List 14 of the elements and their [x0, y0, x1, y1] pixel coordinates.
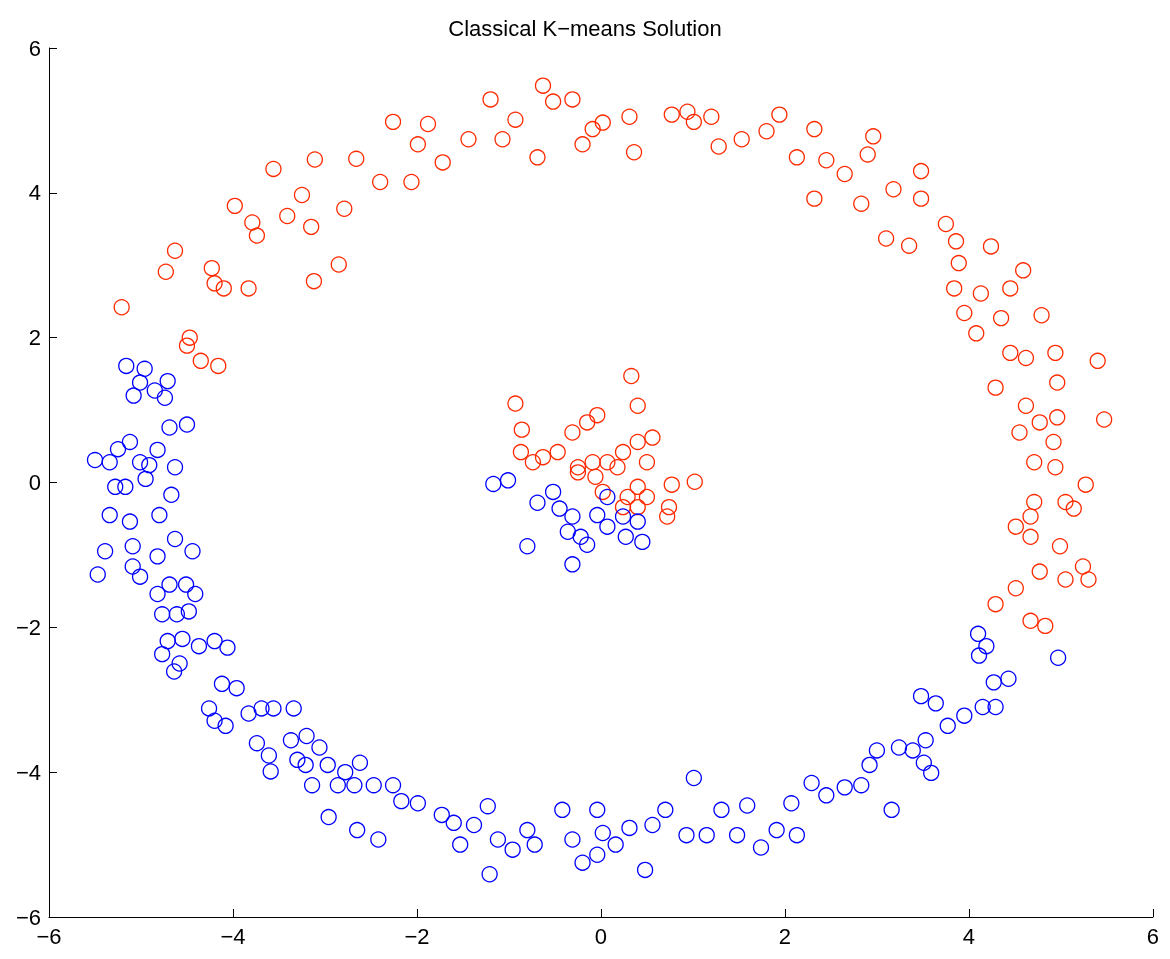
- x-tick-label: 0: [594, 923, 608, 949]
- x-tick-label: −4: [220, 923, 246, 949]
- y-tick-label: 4: [28, 180, 41, 206]
- x-tick-label: 6: [1146, 923, 1160, 949]
- y-tick-label: −6: [15, 904, 41, 930]
- y-tick-label: 6: [28, 35, 41, 61]
- x-tick-label: −2: [404, 923, 430, 949]
- x-tick-label: 2: [778, 923, 792, 949]
- y-tick-label: −2: [15, 614, 41, 640]
- x-tick-label: 4: [962, 923, 976, 949]
- y-tick-label: 2: [28, 325, 41, 351]
- y-tick-label: −4: [15, 759, 41, 785]
- y-tick-label: 0: [28, 470, 41, 495]
- chart-title: Classical K−means Solution: [448, 15, 722, 41]
